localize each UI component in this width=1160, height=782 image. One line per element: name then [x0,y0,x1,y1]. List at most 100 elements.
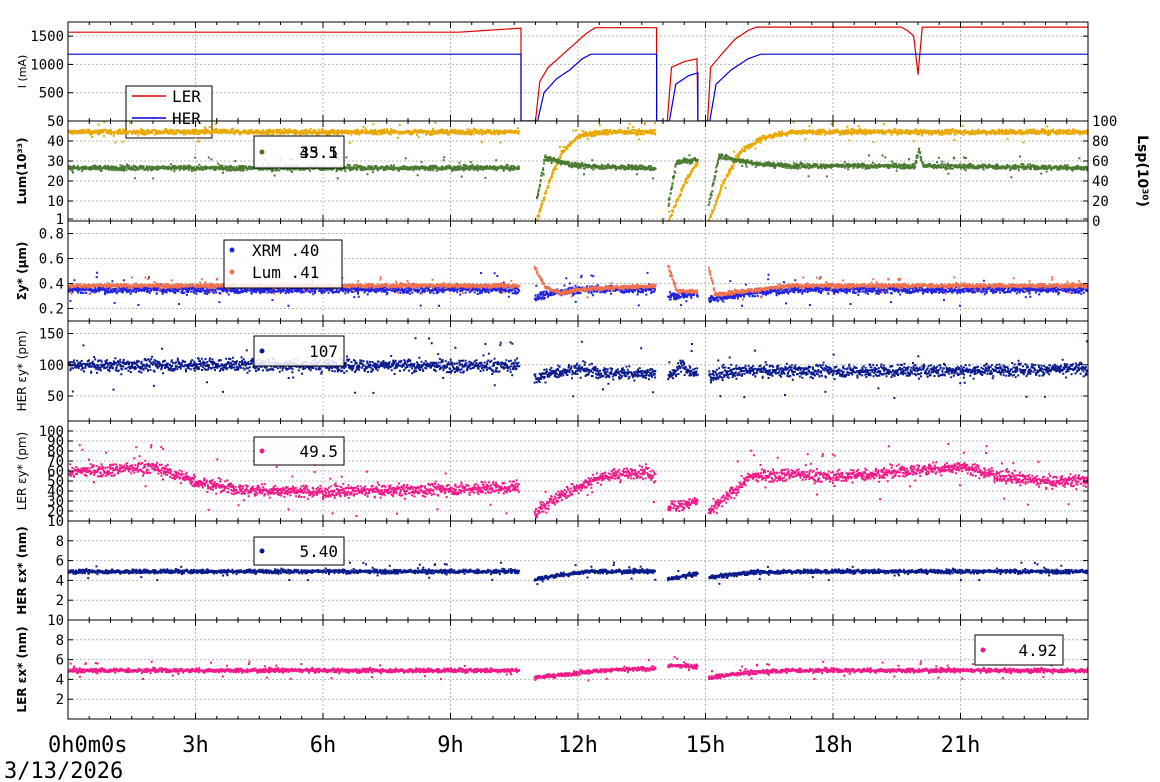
legend-her_emittance_y: 107 [253,335,345,367]
y-tick-label: 70 [47,454,64,470]
y-tick-label: 1000 [30,57,64,73]
y-tick-label: 10 [47,613,64,629]
legend-box [223,239,343,289]
y-tick-label: 20 [47,174,64,190]
y-tick-label: 60 [47,464,64,480]
y-tick-label: 0.4 [39,277,64,293]
y-axis-label: Lum(10³³) [15,138,29,205]
legend-swatch [259,348,265,354]
y-tick-label: 50 [47,474,64,490]
right-y-tick-label: 100 [1092,114,1117,130]
gridlines [67,221,1088,321]
y-tick-label: 0.8 [39,227,64,243]
series-points [68,337,1088,399]
series-scatter-0 [68,656,1088,682]
ticks: 50 100 150 [39,321,1089,421]
x-axis: 0h0m0s 3h 6h 9h 12h 15h 18h 21h [48,733,980,758]
y-tick-label: 20 [47,504,64,520]
series-points [68,442,1088,519]
x-tick-label: 3h [182,733,209,758]
y-tick-label: 100 [39,424,64,440]
legend-swatch [229,269,235,275]
gridlines [67,521,1088,620]
gridlines [67,22,1088,121]
y-tick-label: 50 [47,389,64,405]
series-scatter-1 [68,147,1088,207]
x-tick-label: 18h [813,733,853,758]
legend-label: 5.40 [299,542,338,561]
y-tick-label: 1500 [30,29,64,45]
legend-swatch [259,548,265,554]
date-label: 3/13/2026 [4,759,123,782]
y-tick-label: 4 [56,672,64,688]
y-tick-label: 150 [39,327,64,343]
y-tick-label: 4 [56,573,64,589]
series-line-her [68,53,1088,121]
panel-ler_emittance_x: 2 4 6 8 10 LER εx* (nm) 4.92 [15,613,1089,720]
legend-swatch [229,247,235,253]
right-y-tick-label: 60 [1092,154,1109,170]
panel-her_emittance_x: 2 4 6 8 HER εx* (nm) 5.40 [15,520,1089,621]
series-points [68,147,1088,207]
legend-label: XRM .40 [252,241,319,260]
y-tick-label: 0.6 [39,252,64,268]
gridlines [67,421,1088,522]
legend-ler_emittance_y: 49.5 [253,436,345,466]
series-points [68,264,1088,301]
series-group [68,337,1088,399]
series-points [68,561,1088,586]
legend-label: HER [172,109,201,128]
y-axis-label: LER εx* (nm) [15,626,29,712]
ticks: 500 1000 1500 [30,22,1089,121]
series-group [68,264,1088,307]
legend-label: 45.5 [299,143,338,162]
series-scatter-0 [68,337,1088,399]
legend-label: 33.1 [299,143,338,162]
legend-box [253,135,345,169]
y-axis-label: Σy* (μm) [15,242,29,301]
y-tick-label: 100 [39,358,64,374]
y-tick-label: 30 [47,154,64,170]
legend-label: 107 [309,342,338,361]
legend-box [974,634,1064,666]
series-points [68,121,1088,221]
legend-swatch [259,149,265,155]
series-group [68,561,1088,586]
legend-box [253,536,345,566]
series-group [68,121,1088,221]
series-group [68,656,1088,682]
y-axis-label: I (mA) [16,55,29,89]
x-tick-label: 0h0m0s [48,733,127,758]
y-tick-label: 6 [56,554,64,570]
y-tick-label: 500 [39,86,64,102]
right-y-tick-label: 40 [1092,174,1109,190]
y-tick-label: 80 [47,444,64,460]
y-tick-label: 2 [56,692,64,708]
right-y-tick-label: 0 [1092,214,1100,230]
right-y-tick-label: 80 [1092,134,1109,150]
y-tick-label: 40 [47,134,64,150]
legend-luminosity: 45.533.1 [253,135,345,169]
y-tick-label: 8 [56,633,64,649]
panel-luminosity: 1 10 20 30 40 50 0 20 40 60 80 100 Lsp(10³⁰) Lum(10³³… [15,114,1150,230]
y-axis-label: HER εx* (nm) [15,526,29,615]
y-tick-label: 0.2 [39,302,64,318]
legend-swatch [980,647,986,653]
y-tick-label: 6 [56,653,64,669]
right-y-tick-label: 20 [1092,194,1109,210]
right-y-axis-label: Lsp(10³⁰) [1134,135,1150,207]
y-axis-label: LER εy* (pm) [15,432,29,511]
x-tick-label: 12h [558,733,598,758]
legend-label: LER [172,87,201,106]
x-tick-label: 6h [310,733,337,758]
panel-sigma_y: 0.2 0.4 0.6 0.8 Σy* (μm) XRM .40 Lum .41 [15,220,1089,322]
y-tick-label: 90 [47,434,64,450]
series-scatter-0 [68,121,1088,221]
legend-label: 49.5 [299,442,338,461]
ticks: 1 10 20 30 40 50 0 20 40 60 80 100 [47,114,1117,230]
legend-her_emittance_x: 5.40 [253,536,345,566]
series-group [68,26,1088,121]
